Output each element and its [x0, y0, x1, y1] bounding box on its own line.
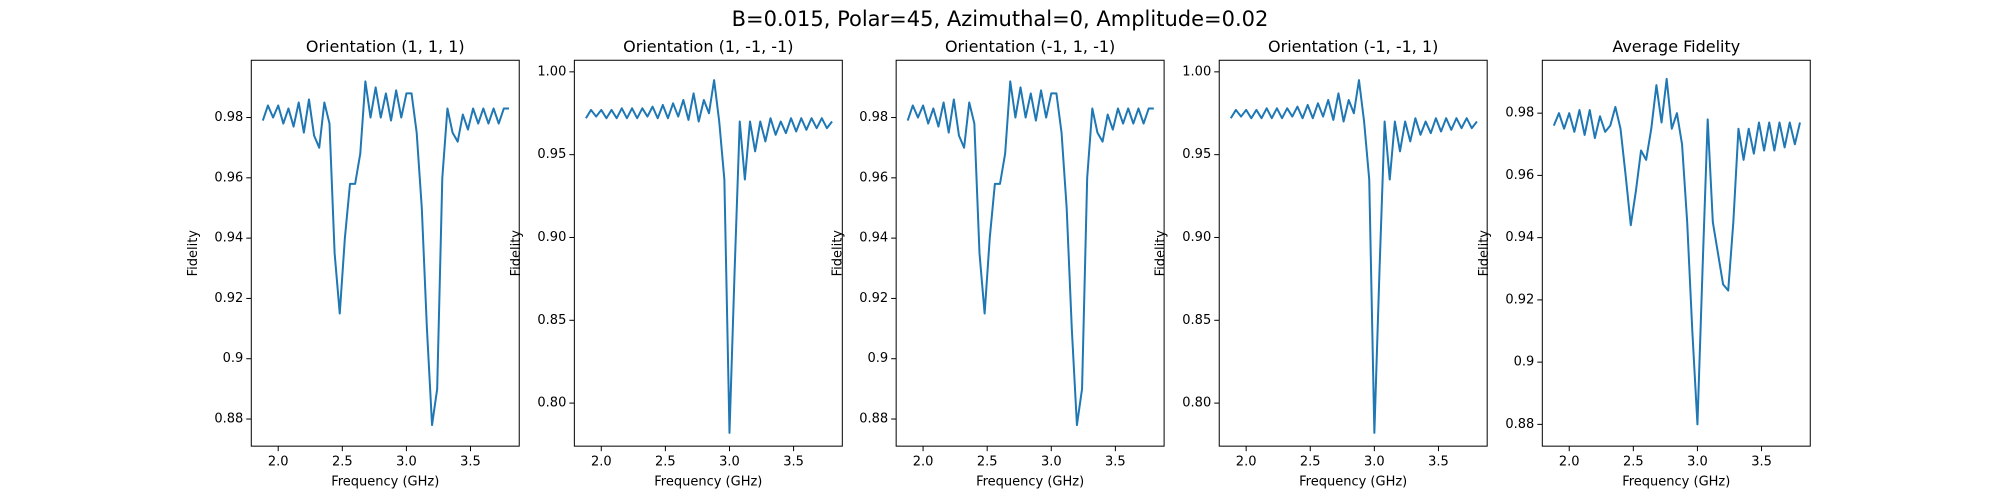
line-series [585, 79, 833, 434]
x-tick-label: 2.5 [1300, 455, 1321, 470]
x-tick-label: 3.0 [396, 455, 417, 470]
y-tick-label: 0.92 [214, 291, 243, 306]
x-tick-label: 3.5 [460, 455, 481, 470]
x-axis-label: Frequency (GHz) [1299, 475, 1407, 490]
x-tick-label: 2.5 [1623, 455, 1644, 470]
y-axis-label: Fidelity [831, 230, 846, 277]
subplot: 2.0 2.5 3.0 3.5 0.80 0.85 0.90 0.95 1.00 Orientat… [509, 37, 843, 490]
x-tick-label: 3.5 [1751, 455, 1772, 470]
x-tick-label: 2.0 [913, 455, 934, 470]
subplot-title: Average Fidelity [1612, 37, 1740, 56]
line-series [906, 80, 1154, 427]
axes-frame [1218, 59, 1488, 447]
line-series [261, 80, 509, 427]
y-tick-label: 0.88 [859, 412, 888, 427]
y-tick-label: 0.9 [867, 351, 888, 366]
y-tick-label: 0.94 [1505, 230, 1534, 245]
x-tick-label: 3.0 [1687, 455, 1708, 470]
y-tick-label: 0.88 [1505, 417, 1534, 432]
y-tick-label: 0.94 [859, 231, 888, 246]
y-tick-label: 0.95 [1182, 147, 1211, 162]
y-tick-label: 0.9 [223, 351, 244, 366]
x-axis-label: Frequency (GHz) [654, 475, 762, 490]
x-tick-label: 3.0 [719, 455, 740, 470]
y-tick-label: 0.92 [1505, 292, 1534, 307]
y-tick-label: 1.00 [537, 64, 566, 79]
y-tick-label: 1.00 [1182, 64, 1211, 79]
x-tick-label: 2.5 [655, 455, 676, 470]
x-tick-label: 3.0 [1041, 455, 1062, 470]
x-tick-label: 3.5 [783, 455, 804, 470]
y-tick-label: 0.90 [537, 230, 566, 245]
y-axis-label: Fidelity [1154, 230, 1169, 277]
y-tick-label: 0.96 [859, 170, 888, 185]
subplot-title: Orientation (1, -1, -1) [623, 37, 793, 56]
y-tick-label: 0.88 [214, 412, 243, 427]
axes-frame [573, 59, 843, 447]
y-tick-label: 0.96 [1505, 168, 1534, 183]
axes-frame [1541, 59, 1811, 447]
x-tick-label: 2.0 [1559, 455, 1580, 470]
y-tick-label: 0.80 [537, 396, 566, 411]
y-tick-label: 0.85 [537, 313, 566, 328]
y-axis-label: Fidelity [1477, 230, 1492, 277]
subplot-title: Orientation (-1, 1, -1) [945, 37, 1115, 56]
y-tick-label: 0.98 [859, 110, 888, 125]
x-tick-label: 3.5 [1428, 455, 1449, 470]
subplot: 2.0 2.5 3.0 3.5 0.80 0.85 0.90 0.95 1.00 Orientat… [1154, 37, 1488, 490]
y-tick-label: 0.9 [1514, 355, 1535, 370]
x-axis-label: Frequency (GHz) [976, 475, 1084, 490]
figure-title: B=0.015, Polar=45, Azimuthal=0, Amplitud… [732, 7, 1269, 31]
x-tick-label: 2.0 [1236, 455, 1257, 470]
x-tick-label: 2.0 [268, 455, 289, 470]
line-series [1229, 79, 1478, 434]
y-axis-label: Fidelity [509, 230, 524, 277]
x-tick-label: 2.5 [977, 455, 998, 470]
y-tick-label: 0.98 [1505, 106, 1534, 121]
subplot-title: Orientation (-1, -1, 1) [1268, 37, 1438, 56]
y-tick-label: 0.85 [1182, 313, 1211, 328]
line-series [1552, 77, 1801, 426]
y-tick-label: 0.98 [214, 110, 243, 125]
x-tick-label: 2.0 [591, 455, 612, 470]
y-tick-label: 0.94 [214, 231, 243, 246]
subplot: 2.0 2.5 3.0 3.5 0.88 0.9 0.92 0.94 0.96 0.98 Orien… [831, 37, 1165, 490]
y-tick-label: 0.80 [1182, 396, 1211, 411]
x-axis-label: Frequency (GHz) [331, 475, 439, 490]
x-tick-label: 3.5 [1105, 455, 1126, 470]
axes-frame [250, 59, 520, 447]
subplot-title: Orientation (1, 1, 1) [306, 37, 465, 56]
x-tick-label: 3.0 [1364, 455, 1385, 470]
subplot: 2.0 2.5 3.0 3.5 0.88 0.9 0.92 0.94 0.96 0.98 Avera… [1477, 37, 1811, 490]
subplot: 2.0 2.5 3.0 3.5 0.88 0.9 0.92 0.94 0.96 0.98 Orien… [186, 37, 520, 490]
axes-frame [895, 59, 1165, 447]
y-tick-label: 0.92 [859, 291, 888, 306]
x-tick-label: 2.5 [332, 455, 353, 470]
y-tick-label: 0.96 [214, 170, 243, 185]
y-axis-label: Fidelity [186, 230, 201, 277]
y-tick-label: 0.95 [537, 147, 566, 162]
y-tick-label: 0.90 [1182, 230, 1211, 245]
x-axis-label: Frequency (GHz) [1622, 475, 1730, 490]
